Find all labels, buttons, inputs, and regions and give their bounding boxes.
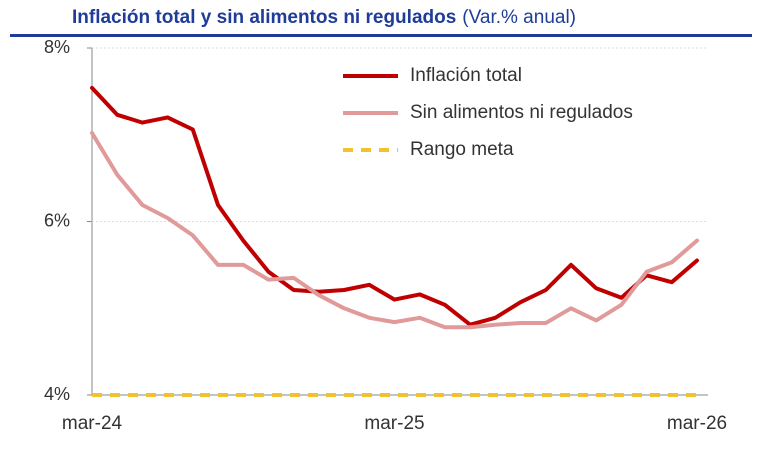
series-line [90, 131, 699, 330]
legend-label: Inflación total [410, 65, 522, 86]
title-main: Inflación total y sin alimentos ni regul… [72, 7, 456, 28]
legend-label: Rango meta [410, 139, 514, 160]
series-line [90, 85, 699, 327]
title-rule [10, 34, 752, 37]
x-tick-label: mar-26 [667, 413, 727, 434]
x-tick-label: mar-24 [62, 413, 123, 434]
y-tick-label: 4% [44, 384, 70, 404]
x-tick-label: mar-25 [364, 413, 424, 434]
title-sub: (Var.% anual) [462, 7, 576, 28]
y-tick-label: 6% [44, 210, 70, 230]
chart-title: Inflación total y sin alimentos ni regul… [72, 7, 576, 28]
y-tick-label: 8% [44, 37, 70, 57]
legend-label: Sin alimentos ni regulados [410, 102, 633, 123]
